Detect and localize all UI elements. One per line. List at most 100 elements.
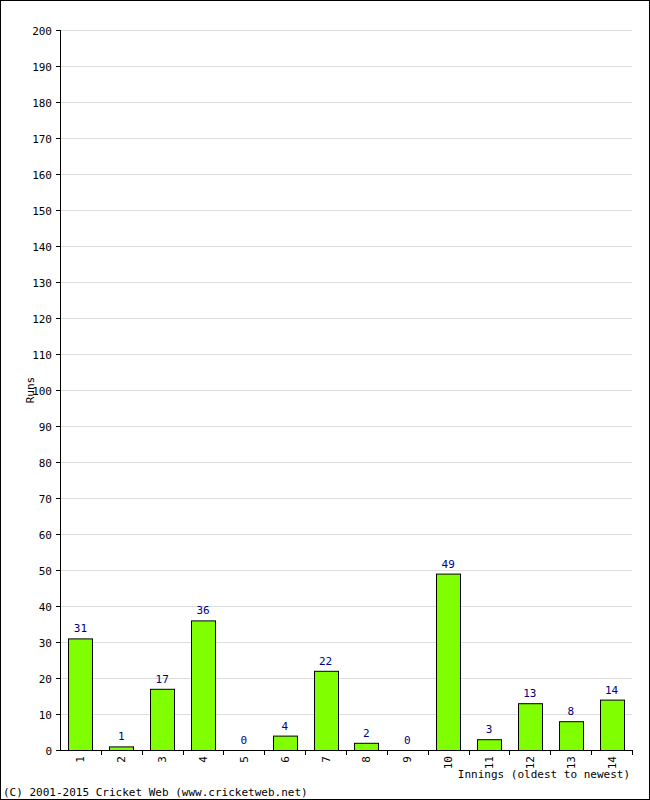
y-tick [56, 354, 60, 355]
y-tick [56, 498, 60, 499]
bar [601, 700, 625, 750]
y-tick [56, 246, 60, 247]
chart: 0102030405060708090100110120130140150160… [0, 0, 650, 800]
bar [151, 689, 175, 750]
bar [192, 621, 216, 750]
grid-line [60, 462, 632, 463]
data-label: 0 [404, 734, 411, 747]
y-tick-label: 60 [39, 529, 52, 542]
bar [560, 722, 584, 750]
y-tick [56, 570, 60, 571]
y-tick [56, 462, 60, 463]
y-tick-label: 50 [39, 565, 52, 578]
bar [355, 743, 379, 750]
data-label: 4 [281, 720, 288, 733]
bar [110, 747, 134, 750]
data-label: 17 [156, 673, 169, 686]
y-tick [56, 138, 60, 139]
frame [1, 1, 650, 800]
bar [315, 671, 339, 750]
y-tick-label: 170 [32, 133, 52, 146]
y-tick [56, 174, 60, 175]
bar [519, 704, 543, 750]
labels: 311173604222049313814 [74, 558, 619, 747]
grid-line [60, 642, 632, 643]
grid-line [60, 714, 632, 715]
bar [274, 736, 298, 750]
x-tick-label: 2 [115, 756, 128, 763]
grid-line [60, 498, 632, 499]
data-label: 36 [196, 604, 209, 617]
y-tick-label: 180 [32, 97, 52, 110]
data-label: 14 [605, 684, 619, 697]
y-tick-label: 110 [32, 349, 52, 362]
y-tick [56, 318, 60, 319]
grid-line [60, 174, 632, 175]
y-tick [56, 210, 60, 211]
data-label: 13 [523, 687, 536, 700]
x-tick-label: 9 [401, 756, 414, 763]
y-tick-label: 90 [39, 421, 52, 434]
y-tick [56, 714, 60, 715]
data-label: 3 [486, 723, 493, 736]
grid-line [60, 426, 632, 427]
y-tick-label: 40 [39, 601, 52, 614]
data-label: 0 [241, 734, 248, 747]
y-tick-label: 160 [32, 169, 52, 182]
x-tick-label: 6 [279, 756, 292, 763]
grid-line [60, 282, 632, 283]
y-tick-label: 30 [39, 637, 52, 650]
data-label: 8 [567, 705, 574, 718]
y-tick-label: 190 [32, 61, 52, 74]
y-tick [56, 534, 60, 535]
bar [69, 639, 93, 750]
y-axis [60, 30, 61, 750]
grid-line [60, 606, 632, 607]
x-tick-label: 8 [360, 756, 373, 763]
bar [437, 574, 461, 750]
grid-line [60, 66, 632, 67]
data-label: 49 [442, 558, 455, 571]
x-tick-label: 4 [197, 756, 210, 763]
source: (C) 2001-2015 Cricket Web (www.cricketwe… [3, 786, 308, 799]
y-tick-label: 20 [39, 673, 52, 686]
grid-line [60, 30, 632, 31]
y-tick-label: 80 [39, 457, 52, 470]
grid-line [60, 354, 632, 355]
grid-line [60, 390, 632, 391]
grid-line [60, 102, 632, 103]
x-axis-label: Innings (oldest to newest) [458, 768, 630, 781]
x-tick-label: 7 [320, 756, 333, 763]
y-tick-label: 70 [39, 493, 52, 506]
data-label: 31 [74, 622, 87, 635]
y-tick [56, 606, 60, 607]
y-tick [56, 30, 60, 31]
x-tick [632, 750, 633, 755]
y-tick-label: 120 [32, 313, 52, 326]
x-tick-label: 3 [156, 756, 169, 763]
y-tick [56, 66, 60, 67]
x-tick-label: 1 [74, 756, 87, 763]
bar [478, 740, 502, 750]
x-axis [60, 750, 632, 751]
data-label: 1 [118, 730, 125, 743]
grid-line [60, 678, 632, 679]
data-label: 2 [363, 727, 370, 740]
grid-line [60, 318, 632, 319]
y-tick [56, 102, 60, 103]
y-tick [56, 426, 60, 427]
y-tick-label: 140 [32, 241, 52, 254]
x-tick-label: 10 [442, 756, 455, 769]
bars [69, 574, 625, 750]
y-tick [56, 750, 60, 751]
data-label: 22 [319, 655, 332, 668]
y-tick-label: 130 [32, 277, 52, 290]
y-tick [56, 678, 60, 679]
grid-line [60, 750, 632, 751]
grid-line [60, 246, 632, 247]
grid-line [60, 138, 632, 139]
grid-line [60, 210, 632, 211]
y-tick [56, 642, 60, 643]
x-tick-label: 5 [238, 756, 251, 763]
y-tick-label: 200 [32, 25, 52, 38]
